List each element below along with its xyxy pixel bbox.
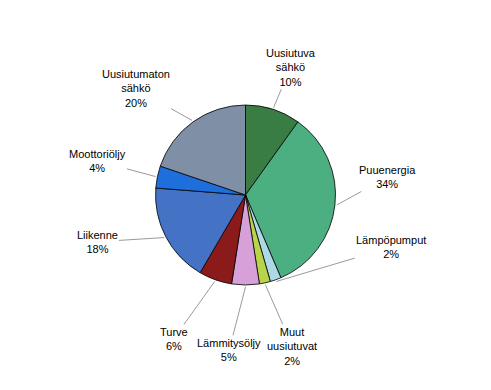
svg-text:Liikenne18%: Liikenne18% bbox=[77, 229, 118, 255]
svg-text:Uusiutuvasähkö10%: Uusiutuvasähkö10% bbox=[266, 47, 316, 88]
svg-text:Turve6%: Turve6% bbox=[160, 326, 188, 352]
svg-text:Lämmitysöljy5%: Lämmitysöljy5% bbox=[197, 337, 261, 363]
svg-text:Lämpöpumput2%: Lämpöpumput2% bbox=[356, 234, 426, 260]
svg-text:Puuenergia34%: Puuenergia34% bbox=[359, 164, 416, 190]
svg-text:Moottoriöljy4%: Moottoriöljy4% bbox=[69, 148, 126, 174]
svg-text:Uusiutumatonsähkö20%: Uusiutumatonsähkö20% bbox=[102, 68, 170, 109]
svg-text:Muutuusiutuvat2%: Muutuusiutuvat2% bbox=[267, 326, 317, 367]
